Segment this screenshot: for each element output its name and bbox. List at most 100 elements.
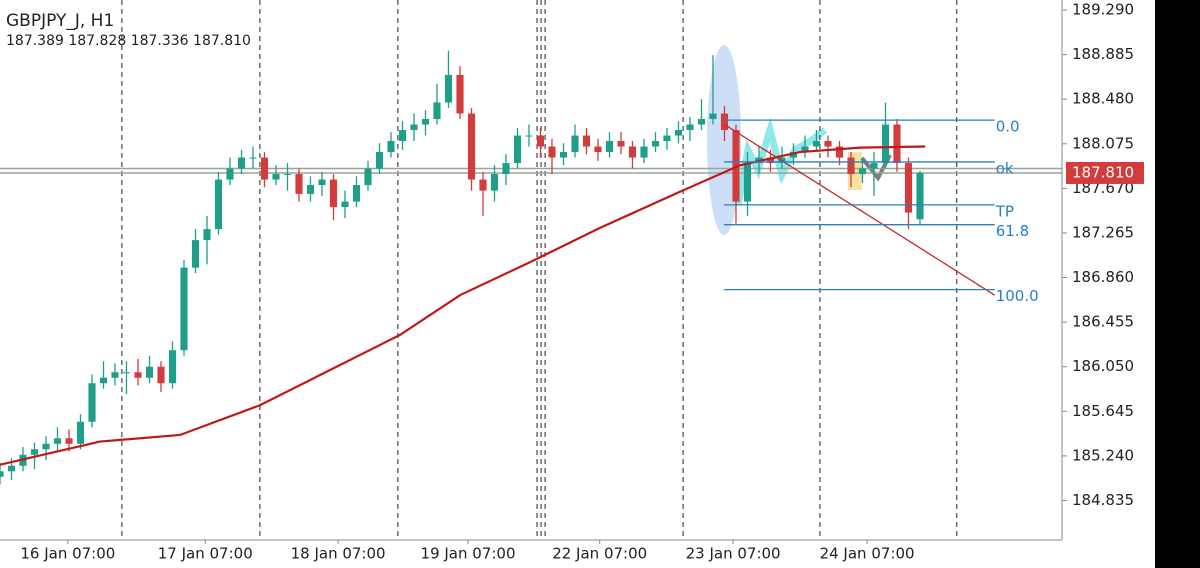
candle-body xyxy=(99,377,108,384)
candle-body xyxy=(30,449,39,455)
candle-body xyxy=(720,113,729,131)
moving-average xyxy=(0,145,926,466)
candle-body xyxy=(364,168,372,186)
candle-body xyxy=(295,174,303,194)
x-tick-label: 19 Jan 07:00 xyxy=(421,545,516,563)
candle-body xyxy=(410,124,418,131)
fib-label: 0.0 xyxy=(996,118,1020,136)
fib-label: TP xyxy=(995,202,1014,220)
y-tick-label: 189.290 xyxy=(1072,1,1134,19)
candle-body xyxy=(582,135,591,147)
candle-body xyxy=(65,438,73,444)
candle-body xyxy=(502,163,510,175)
candle-body xyxy=(88,383,96,422)
candle-body xyxy=(145,366,154,378)
candle-body xyxy=(203,229,211,241)
candle-body xyxy=(789,152,798,158)
fib-label: ok xyxy=(996,159,1014,177)
trendline xyxy=(724,123,996,296)
candle-body xyxy=(766,157,775,164)
screen-edge xyxy=(1155,0,1200,568)
fib-label: 100.0 xyxy=(996,287,1039,305)
candle-body xyxy=(709,113,717,120)
candle-body xyxy=(53,438,62,444)
candle-body xyxy=(686,124,694,131)
candle-body xyxy=(835,146,844,158)
x-tick-label: 22 Jan 07:00 xyxy=(552,545,647,563)
candle-body xyxy=(283,174,292,176)
last-price-label: 187.810 xyxy=(1072,163,1134,181)
y-tick-label: 186.455 xyxy=(1072,313,1134,331)
candle-body xyxy=(513,135,522,164)
candle-body xyxy=(858,168,867,175)
candle-body xyxy=(456,74,464,114)
candle-body xyxy=(226,168,234,180)
y-tick-label: 185.645 xyxy=(1072,402,1134,420)
candle-body xyxy=(272,174,280,180)
candle-body xyxy=(605,141,614,153)
candle-body xyxy=(548,146,556,158)
y-tick-label: 186.050 xyxy=(1072,357,1134,375)
candle-body xyxy=(732,130,740,202)
x-tick-label: 18 Jan 07:00 xyxy=(291,545,386,563)
candle-body xyxy=(214,179,223,230)
chart-title: GBPJPY_J, H1 xyxy=(6,11,114,31)
candle-body xyxy=(42,443,50,450)
candle-body xyxy=(387,141,395,153)
y-tick-label: 185.240 xyxy=(1072,446,1134,464)
last-price-box xyxy=(1066,161,1144,184)
candle-body xyxy=(536,135,545,147)
candle-body xyxy=(111,372,119,378)
candle-body xyxy=(444,74,453,103)
candle-body xyxy=(663,135,671,142)
candle-body xyxy=(801,146,809,153)
candle-body xyxy=(421,119,430,125)
candle-body xyxy=(191,240,200,268)
candle-body xyxy=(260,157,269,180)
x-tick-label: 17 Jan 07:00 xyxy=(158,545,253,563)
candle-body xyxy=(651,141,660,147)
x-tick-label: 16 Jan 07:00 xyxy=(20,545,115,563)
candle-body xyxy=(571,135,579,153)
candle-body xyxy=(341,201,349,208)
candle-body xyxy=(237,157,246,169)
ohlc-readout: 187.389 187.828 187.336 187.810 xyxy=(6,33,251,49)
candle-body xyxy=(157,366,165,384)
candle-body xyxy=(594,146,602,153)
candle-body xyxy=(479,179,487,191)
x-tick-label: 24 Jan 07:00 xyxy=(820,545,915,563)
candle-body xyxy=(743,163,752,202)
candle-body xyxy=(168,350,177,384)
chart-background xyxy=(0,0,1155,568)
y-tick-label: 187.265 xyxy=(1072,223,1134,241)
candle-body xyxy=(318,179,326,186)
candle-body xyxy=(881,124,890,164)
fib-label: 61.8 xyxy=(996,222,1029,240)
candle-body xyxy=(352,185,361,202)
y-tick-label: 186.860 xyxy=(1072,268,1134,286)
candle-body xyxy=(628,146,637,158)
candle-body xyxy=(525,135,533,137)
candle-body xyxy=(467,113,476,180)
candle-body xyxy=(559,152,568,158)
candle-body xyxy=(122,372,131,374)
y-tick-label: 188.885 xyxy=(1072,45,1134,63)
candle-body xyxy=(893,124,901,164)
candle-body xyxy=(824,141,832,147)
candle-body xyxy=(640,146,648,158)
candle-body xyxy=(697,119,706,125)
candle-body xyxy=(433,102,441,120)
candle-body xyxy=(249,157,257,159)
y-tick-label: 188.075 xyxy=(1072,134,1134,152)
highlight-squiggle xyxy=(734,117,828,206)
y-tick-label: 188.480 xyxy=(1072,90,1134,108)
candle-body xyxy=(490,174,499,191)
candle-body xyxy=(134,372,142,378)
x-tick-label: 23 Jan 07:00 xyxy=(686,545,781,563)
candle-body xyxy=(398,130,407,142)
candle-body xyxy=(7,465,16,472)
candle-body xyxy=(180,267,188,351)
candle-body xyxy=(904,163,913,213)
candle-body xyxy=(0,471,4,477)
candle-body xyxy=(870,163,878,169)
